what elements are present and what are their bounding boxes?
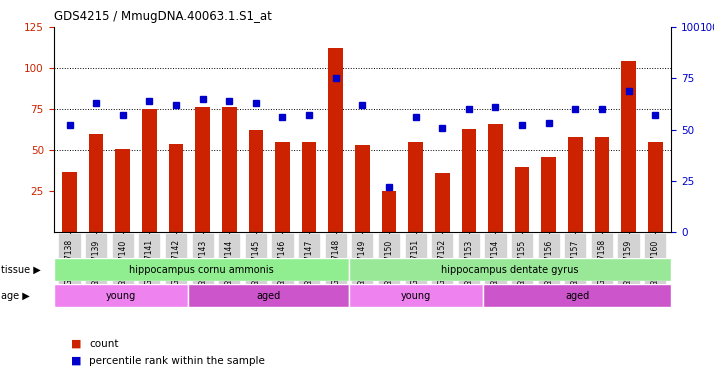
Bar	[541, 157, 556, 232]
Text: age ▶: age ▶	[1, 291, 30, 301]
Text: tissue ▶: tissue ▶	[1, 265, 41, 275]
Y-axis label: 100%: 100%	[700, 23, 714, 33]
Bar	[515, 167, 529, 232]
Bar	[621, 61, 636, 232]
Text: percentile rank within the sample: percentile rank within the sample	[89, 356, 265, 366]
Bar	[595, 137, 609, 232]
Bar	[568, 137, 583, 232]
Bar	[116, 149, 130, 232]
Bar	[54, 258, 349, 281]
Text: ■: ■	[71, 339, 82, 349]
Bar	[142, 109, 156, 232]
Bar	[275, 142, 290, 232]
Bar	[222, 108, 236, 232]
Text: aged: aged	[256, 291, 281, 301]
Bar	[169, 144, 183, 232]
Bar	[488, 124, 503, 232]
Bar	[349, 284, 483, 307]
Bar	[349, 258, 671, 281]
Bar	[188, 284, 349, 307]
Text: young: young	[106, 291, 136, 301]
Bar	[196, 108, 210, 232]
Bar	[62, 172, 77, 232]
Bar	[483, 284, 671, 307]
Bar	[408, 142, 423, 232]
Text: aged: aged	[565, 291, 589, 301]
Text: count: count	[89, 339, 119, 349]
Text: young: young	[401, 291, 431, 301]
Bar	[461, 129, 476, 232]
Bar	[382, 191, 396, 232]
Bar	[89, 134, 104, 232]
Bar	[355, 145, 370, 232]
Bar	[648, 142, 663, 232]
Text: ■: ■	[71, 356, 82, 366]
Bar	[248, 131, 263, 232]
Bar	[302, 142, 316, 232]
Bar	[54, 284, 188, 307]
Text: hippocampus cornu ammonis: hippocampus cornu ammonis	[129, 265, 273, 275]
Text: GDS4215 / MmugDNA.40063.1.S1_at: GDS4215 / MmugDNA.40063.1.S1_at	[54, 10, 271, 23]
Text: hippocampus dentate gyrus: hippocampus dentate gyrus	[441, 265, 579, 275]
Bar	[435, 173, 450, 232]
Bar	[328, 48, 343, 232]
